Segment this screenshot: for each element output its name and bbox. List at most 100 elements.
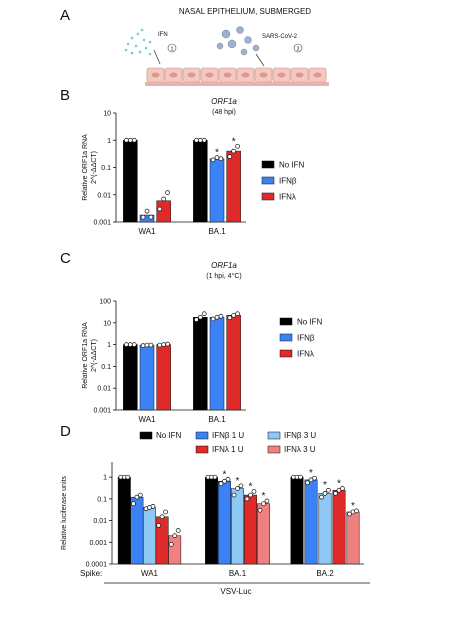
data-point (168, 542, 174, 547)
data-point (218, 481, 224, 487)
data-point (163, 509, 168, 515)
panel-b-letter: B (60, 87, 70, 104)
legend-swatch (279, 317, 293, 326)
legend-label: IFNλ 1 U (212, 445, 244, 454)
ifn-dots (124, 28, 152, 56)
bar-ba1-0 (193, 140, 208, 223)
legend-swatch (279, 333, 293, 342)
data-point (333, 490, 338, 496)
y-tick-label: 0.001 (89, 540, 107, 547)
bar-ba1-1 (209, 316, 225, 411)
y-tick-label: 0.01 (97, 192, 111, 199)
y-axis-label: Relative ORF1a RNA (82, 322, 89, 389)
x-prefix-label: Spike: (80, 569, 102, 578)
virus-particles-icon (216, 26, 260, 56)
legend-swatch (267, 445, 281, 454)
data-point (235, 143, 240, 149)
bar-ba2-2 (318, 493, 332, 565)
x-group-label: VSV-Luc (220, 587, 251, 596)
data-point (165, 190, 170, 195)
cell-nucleus (313, 72, 322, 78)
cell-nucleus (259, 72, 268, 78)
y-tick-label: 0.1 (97, 496, 107, 503)
bar-ba2-3 (332, 489, 346, 565)
cell-nucleus (151, 72, 160, 78)
bar-wa1-0 (123, 140, 138, 223)
significance-star: * (323, 480, 327, 491)
bar-ba1-2 (226, 150, 241, 223)
cell-nucleus (205, 72, 214, 78)
panel-c: C ORF1a (1 hpi, 4°C) 100 10 1 0.1 0.01 0.001 Rela… (60, 250, 323, 424)
x-category-label: BA.2 (316, 569, 334, 578)
bar-ba1-0 (193, 316, 208, 411)
virus-arrow (255, 53, 265, 67)
y-axis-label: 2^(-ΔΔCT) (91, 339, 98, 372)
cell-nucleus (169, 72, 178, 78)
data-point (212, 474, 218, 480)
y-tick-label: 0.01 (93, 518, 107, 525)
data-point (124, 342, 129, 347)
data-point (238, 483, 244, 489)
x-category-label: BA.1 (208, 227, 226, 236)
data-point (264, 498, 270, 504)
step-2-label: 2 (296, 47, 299, 53)
legend-swatch (195, 445, 209, 454)
panel-d: D 1 0.1 0.01 0.001 0.0001 Relative luciferase … (60, 423, 370, 596)
y-tick-label: 10 (103, 320, 111, 327)
x-category-label: BA.1 (229, 569, 247, 578)
data-point (312, 475, 317, 481)
data-point (156, 523, 161, 528)
epithelium-cells (145, 67, 329, 86)
panel-a-letter: A (60, 7, 70, 24)
panel-a-title: NASAL EPITHELIUM, SUBMERGED (179, 7, 311, 16)
x-category-label: WA1 (141, 569, 159, 578)
data-point (150, 504, 156, 509)
data-point (157, 206, 163, 212)
data-point (225, 476, 231, 482)
data-point (210, 157, 216, 163)
bar-ba1-0 (205, 476, 218, 565)
data-point (161, 196, 167, 202)
cell-nucleus (241, 72, 250, 78)
bar-wa1-1 (130, 496, 144, 565)
legend-swatch (195, 431, 209, 440)
y-tick-label: 0.001 (93, 408, 111, 415)
data-point (144, 208, 150, 214)
data-point (218, 156, 224, 162)
chart-subtitle: (48 hpi) (212, 109, 236, 116)
data-point (235, 486, 240, 491)
y-axis-label: Relative ORF1a RNA (82, 134, 89, 201)
bar-ba1-1 (218, 480, 231, 565)
legend-label: IFNβ (279, 177, 297, 186)
y-tick-label: 1 (107, 138, 111, 145)
bar-ba1-2 (231, 488, 244, 565)
data-point (319, 494, 324, 500)
data-point (257, 507, 263, 513)
data-point (322, 490, 328, 496)
bar-ba1-4 (257, 503, 270, 565)
data-point (124, 137, 129, 143)
y-tick-label: 0.1 (101, 165, 111, 172)
chart-subtitle: (1 hpi, 4°C) (206, 272, 241, 280)
data-point (127, 137, 133, 143)
legend-swatch (279, 349, 293, 358)
data-point (222, 478, 227, 484)
data-point (340, 486, 345, 491)
legend-swatch (267, 431, 281, 440)
ifn-arrow (153, 49, 161, 65)
cell-nucleus (277, 72, 286, 78)
legend-label: No IFN (156, 431, 182, 440)
x-category-label: WA1 (138, 227, 156, 236)
legend-swatch (261, 192, 275, 201)
data-point (347, 511, 352, 517)
virus-label: SARS-CoV-2 (262, 34, 298, 40)
bar-ba1-3 (244, 494, 257, 565)
data-point (231, 312, 237, 318)
data-point (148, 214, 154, 220)
bar-wa1-4 (168, 535, 182, 565)
basal-membrane (145, 82, 329, 86)
data-point (131, 342, 137, 347)
bar-ba2-4 (346, 511, 360, 565)
bar-wa1-2 (143, 507, 156, 565)
y-tick-label: 0.001 (93, 220, 111, 227)
